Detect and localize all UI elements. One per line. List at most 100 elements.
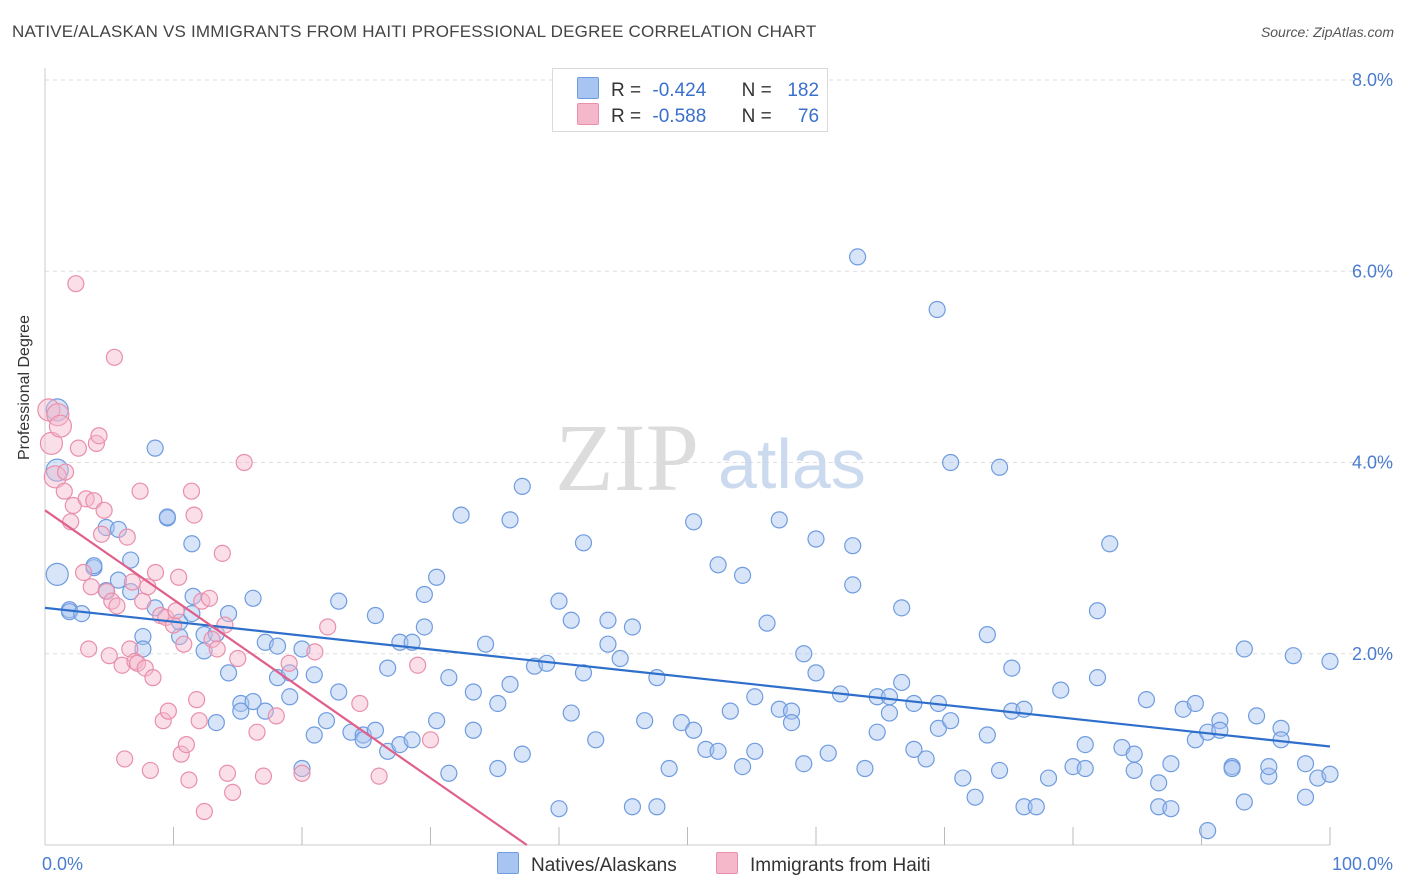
natives-point [1003, 659, 1021, 677]
natives-point [366, 606, 385, 625]
bottom-legend-swatch-blue [497, 852, 519, 874]
haiti-point [235, 453, 253, 472]
haiti-point [195, 802, 213, 821]
haiti-point [134, 592, 152, 610]
haiti-point [90, 427, 108, 445]
natives-point [880, 688, 899, 706]
legend-swatch-blue [577, 77, 599, 99]
natives-point [45, 562, 69, 586]
natives-point [868, 723, 886, 741]
haiti-point [108, 597, 126, 615]
haiti-point [224, 783, 242, 802]
natives-point [85, 557, 103, 575]
natives-point [330, 592, 348, 610]
haiti-point [182, 482, 201, 500]
haiti-point [248, 723, 266, 741]
haiti-point [141, 761, 159, 780]
bottom-legend-natives: Natives/Alaskans [497, 852, 677, 877]
natives-point [795, 645, 813, 663]
natives-point [1039, 769, 1058, 787]
bottom-legend-haiti: Immigrants from Haiti [716, 852, 931, 877]
y-tick-label: 6.0% [1352, 261, 1393, 281]
legend-r-label: R = [611, 106, 642, 127]
natives-trend-line [44, 606, 1331, 748]
natives-point [942, 453, 960, 472]
haiti-point [154, 712, 172, 730]
natives-point [293, 640, 311, 658]
natives-point [807, 530, 825, 548]
trend-lines [44, 509, 1331, 846]
natives-point [1186, 694, 1204, 713]
haiti-point [118, 528, 136, 546]
natives-point [1260, 767, 1278, 785]
legend-row-haiti: R = -0.588 N = 76 [577, 103, 819, 127]
legend-n-label: N = [741, 80, 772, 101]
haiti-point [409, 656, 427, 674]
haiti-point [280, 654, 298, 672]
natives-point [207, 713, 225, 732]
haiti-point [293, 764, 311, 782]
natives-point [403, 731, 421, 749]
y-tick-label: 8.0% [1352, 70, 1393, 90]
natives-point [476, 635, 495, 653]
natives-point [746, 742, 764, 760]
natives-point [942, 712, 960, 730]
series-natives-points [45, 248, 1339, 840]
natives-point [379, 659, 397, 677]
natives-point [281, 688, 299, 706]
haiti-point [56, 463, 75, 481]
natives-point [232, 702, 250, 720]
haiti-point [208, 640, 226, 658]
haiti-point [126, 652, 144, 671]
natives-point [1260, 757, 1278, 776]
haiti-point [116, 750, 134, 768]
natives-point [905, 694, 923, 713]
haiti-point [67, 275, 85, 293]
bottom-legend-swatch-pink [716, 852, 738, 874]
natives-point [1076, 735, 1094, 754]
series-haiti-points [37, 275, 440, 821]
natives-point [782, 713, 801, 732]
haiti-point [185, 506, 203, 524]
natives-point [880, 704, 899, 722]
natives-point [1088, 669, 1107, 687]
haiti-point [131, 482, 149, 500]
natives-point [1247, 707, 1266, 725]
natives-point [954, 769, 972, 787]
natives-point [672, 713, 690, 732]
natives-point [905, 740, 923, 758]
natives-point [1088, 602, 1107, 620]
haiti-point [216, 616, 234, 634]
natives-point [685, 721, 703, 739]
haiti-point [92, 525, 111, 543]
legend-r-value: -0.424 [652, 80, 707, 101]
haiti-point [167, 602, 185, 620]
natives-point [893, 673, 911, 692]
natives-point [611, 649, 629, 668]
natives-point [1296, 755, 1315, 773]
haiti-point [175, 635, 193, 653]
natives-point [807, 664, 825, 682]
natives-point [464, 683, 482, 701]
natives-point [428, 712, 446, 730]
natives-point [893, 599, 911, 617]
natives-point [146, 439, 164, 457]
natives-point [550, 592, 568, 610]
natives-point [709, 556, 727, 574]
natives-point [928, 300, 946, 319]
natives-point [440, 764, 458, 782]
natives-point [819, 744, 837, 762]
haiti-point [218, 764, 237, 782]
gridlines [45, 79, 1392, 655]
haiti-point [421, 731, 440, 749]
haiti-point [146, 563, 165, 582]
bottom-legend-label: Natives/Alaskans [531, 855, 677, 876]
haiti-point [74, 563, 93, 582]
natives-point [1223, 759, 1241, 778]
natives-point [415, 618, 433, 636]
natives-point [1137, 691, 1156, 709]
natives-point [513, 745, 531, 763]
natives-point [709, 742, 727, 760]
legend-swatch-pink [577, 103, 599, 125]
